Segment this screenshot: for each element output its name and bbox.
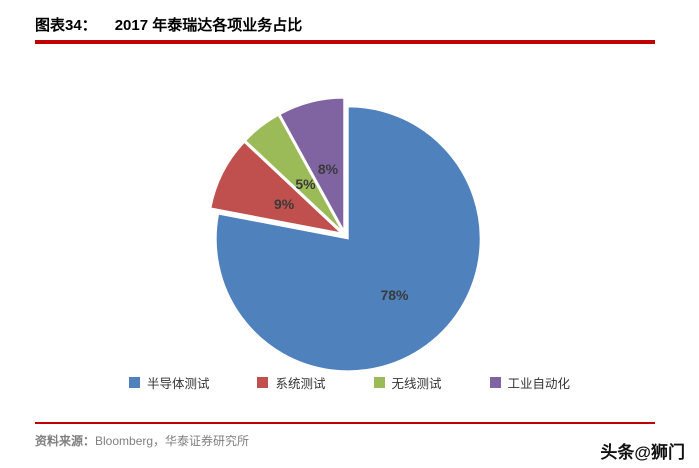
pie-slice-2 bbox=[245, 114, 343, 232]
legend-item-industrial-automation: 工业自动化 bbox=[489, 373, 571, 392]
source-label: 资料来源： bbox=[35, 434, 96, 448]
source-text: Bloomberg，华泰证券研究所 bbox=[95, 434, 250, 448]
legend-swatch-icon bbox=[373, 376, 385, 388]
pie-slice-3 bbox=[279, 97, 345, 231]
legend-item-semiconductor-test: 半导体测试 bbox=[128, 373, 210, 392]
legend-swatch-icon bbox=[489, 376, 501, 388]
legend-label: 工业自动化 bbox=[507, 376, 571, 391]
pie-data-label: 8% bbox=[318, 161, 339, 177]
figure-number-label: 图表34： bbox=[35, 17, 97, 34]
pie-slice-0 bbox=[215, 106, 481, 372]
chart-legend: 半导体测试 系统测试 无线测试 工业自动化 bbox=[0, 372, 699, 392]
footer-divider-line bbox=[35, 422, 655, 424]
pie-slice-1 bbox=[210, 141, 343, 234]
legend-label: 无线测试 bbox=[391, 376, 442, 391]
source-note: 资料来源：Bloomberg，华泰证券研究所 bbox=[35, 432, 249, 449]
legend-item-system-test: 系统测试 bbox=[257, 373, 326, 392]
watermark-text: 头条@狮门 bbox=[600, 443, 685, 462]
legend-swatch-icon bbox=[128, 376, 140, 388]
legend-item-wireless-test: 无线测试 bbox=[373, 373, 442, 392]
pie-data-label: 9% bbox=[274, 196, 295, 212]
legend-swatch-icon bbox=[257, 376, 269, 388]
legend-label: 半导体测试 bbox=[146, 376, 210, 391]
legend-label: 系统测试 bbox=[275, 376, 326, 391]
chart-header: 图表34： 2017 年泰瑞达各项业务占比 bbox=[35, 14, 655, 35]
pie-data-label: 78% bbox=[380, 287, 409, 303]
header-divider-bar bbox=[35, 40, 655, 44]
chart-title: 2017 年泰瑞达各项业务占比 bbox=[114, 17, 303, 34]
pie-data-label: 5% bbox=[295, 176, 316, 192]
pie-chart: 78% 9%5%8% bbox=[210, 97, 481, 372]
